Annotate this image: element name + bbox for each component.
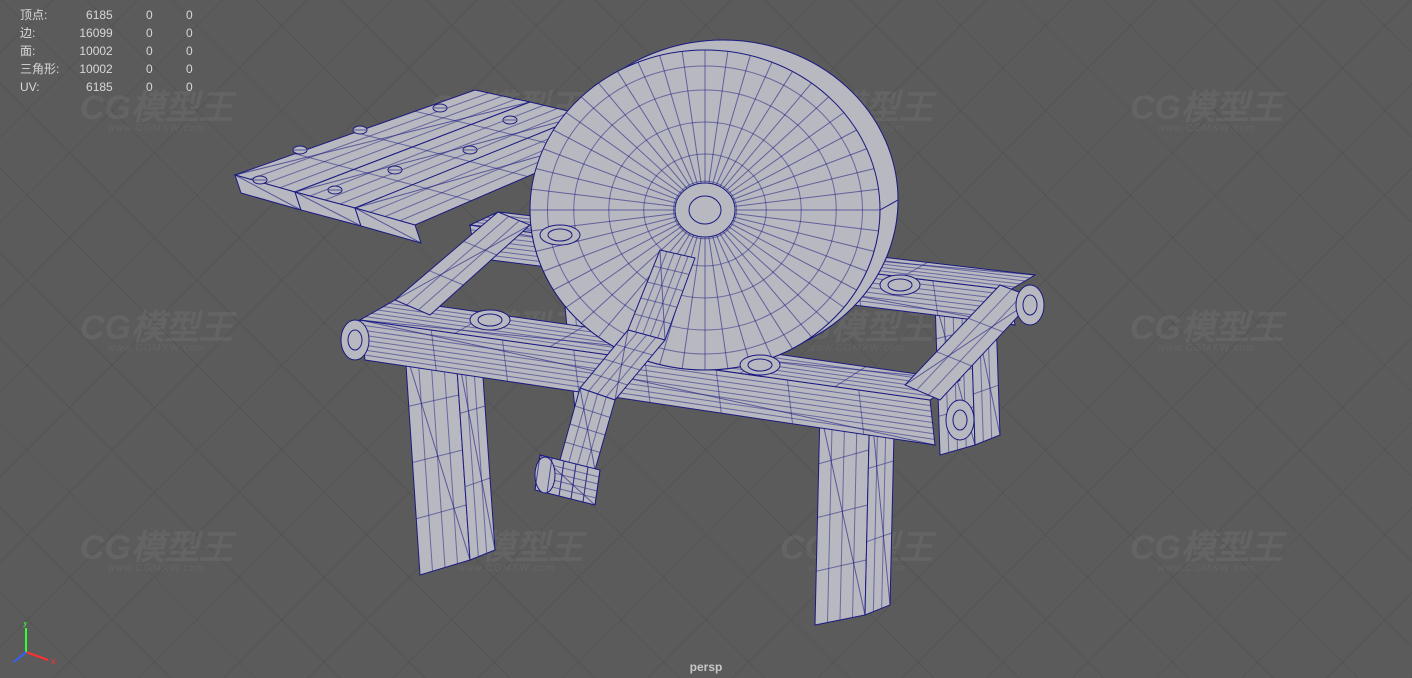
svg-text:x: x <box>51 656 56 666</box>
hud-row-value: 6185 <box>79 78 124 96</box>
hud-row-value: 0 <box>125 60 165 78</box>
hud-row-label: 面: <box>20 42 79 60</box>
hud-row-label: 三角形: <box>20 60 79 78</box>
hud-row-value: 0 <box>165 78 205 96</box>
hud-row-value: 10002 <box>79 42 124 60</box>
hud-row-value: 0 <box>125 42 165 60</box>
model-wireframe <box>0 0 1412 678</box>
hud-row-value: 0 <box>125 78 165 96</box>
hud-row-value: 0 <box>125 24 165 42</box>
hud-row-value: 0 <box>165 42 205 60</box>
hud-row-label: UV: <box>20 78 79 96</box>
polycount-hud: 顶点:618500边:1609900面:1000200三角形:1000200UV… <box>20 6 205 96</box>
svg-text:y: y <box>23 622 28 627</box>
hud-row-value: 6185 <box>79 6 124 24</box>
hud-row-value: 16099 <box>79 24 124 42</box>
hud-row-label: 边: <box>20 24 79 42</box>
hud-row-value: 10002 <box>79 60 124 78</box>
hud-row-value: 0 <box>165 24 205 42</box>
viewport-3d[interactable]: CG模型王www.CGMXW.comCG模型王www.CGMXW.comCG模型… <box>0 0 1412 678</box>
axis-gizmo: xyz <box>12 622 56 666</box>
camera-name-label: persp <box>690 660 723 674</box>
hud-row-label: 顶点: <box>20 6 79 24</box>
hud-row-value: 0 <box>165 60 205 78</box>
hud-row-value: 0 <box>165 6 205 24</box>
hud-row-value: 0 <box>125 6 165 24</box>
